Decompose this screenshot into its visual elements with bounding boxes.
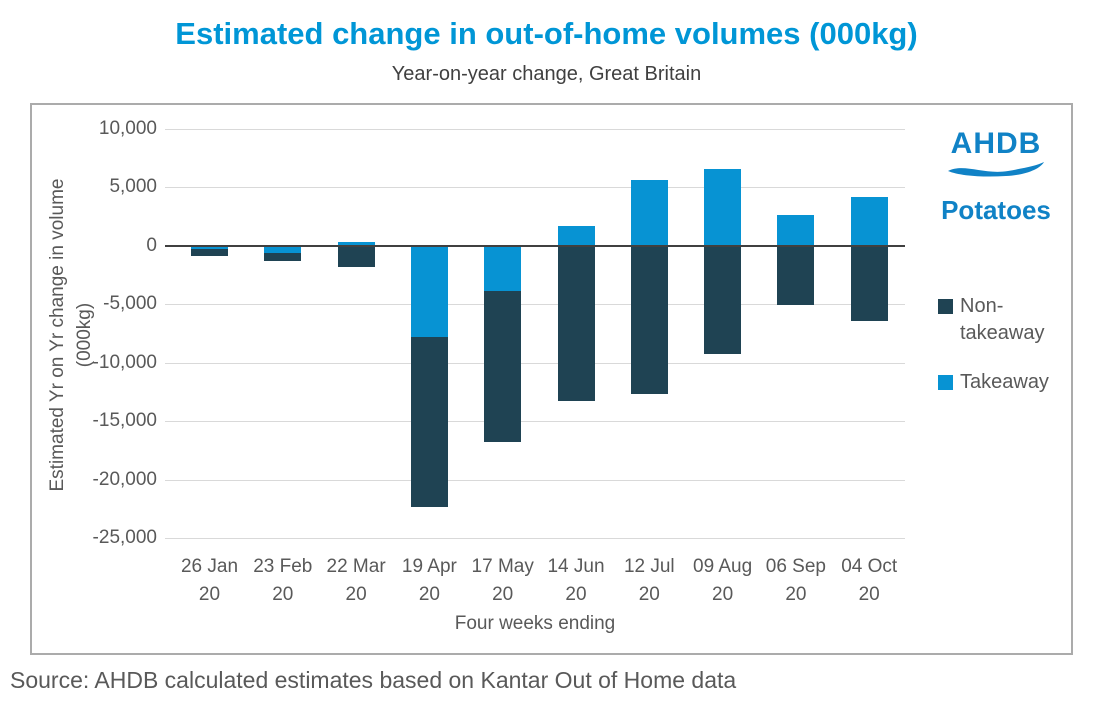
x-tick-label: 26 Jan 20 [180,556,239,605]
x-axis-title: Four weeks ending [454,613,616,634]
y-tick-label: 10,000 [98,117,157,139]
legend-swatch-takeaway-icon [938,375,953,390]
x-tick-label: 09 Aug 20 [693,556,753,605]
bar-segment-non-takeaway [557,245,595,402]
x-tick-label: 22 Mar 20 [326,556,386,605]
zero-axis-line [165,244,905,247]
bar-segment-non-takeaway [264,252,302,261]
bar-segment-non-takeaway [484,291,522,443]
gridline [165,187,905,189]
x-tick-label: 12 Jul 20 [623,556,675,605]
bar-segment-takeaway [337,242,375,246]
legend-item-non-takeaway: Non-takeaway [938,293,1070,347]
bar-segment-non-takeaway [630,245,668,395]
x-tick-label: 19 Apr 20 [401,556,457,605]
brand-block: AHDB Potatoes [930,127,1062,226]
y-tick-label: -20,000 [92,468,157,490]
gridline [165,538,905,540]
bar-segment-takeaway [484,245,522,292]
legend: Non-takeaway Takeaway [938,293,1070,396]
x-tick-label: 17 May 20 [471,556,534,605]
bar-segment-non-takeaway [191,249,228,257]
ahdb-logo-swoosh-icon [948,162,1044,177]
gridline [165,128,905,130]
bar-segment-non-takeaway [850,245,888,321]
legend-item-takeaway: Takeaway [938,369,1070,396]
y-tick-label: -15,000 [92,410,157,432]
plot-area [165,105,905,565]
chart-title: Estimated change in out-of-home volumes … [175,16,918,51]
bar-segment-takeaway [264,245,302,253]
bar-segment-non-takeaway [410,337,448,507]
x-tick-label: 23 Feb 20 [253,556,313,605]
y-tick-label: -10,000 [92,351,157,373]
y-axis-ticks: 10,000 5,000 0 -5,000 -10,000 -15,000 -20,000 -… [32,105,157,565]
bar-segment-takeaway [704,168,742,246]
chart-area: Estimated Yr on Yr change in volume (000… [30,103,1073,655]
x-tick-label: 14 Jun 20 [547,556,605,605]
y-tick-label: 5,000 [109,176,157,198]
bar-segment-non-takeaway [777,245,815,306]
chart-subtitle: Year-on-year change, Great Britain [391,63,702,85]
bar-segment-takeaway [191,245,228,250]
gridline [165,304,905,306]
legend-label-takeaway: Takeaway [960,371,1049,393]
gridline [165,421,905,423]
gridline [165,362,905,364]
gridline [165,479,905,481]
bar-segment-non-takeaway [704,245,742,355]
y-tick-label: 0 [146,234,157,256]
bar-segment-takeaway [777,215,815,246]
ahdb-logo-text: AHDB [950,127,1042,160]
x-tick-label: 04 Oct 20 [841,556,898,605]
bar-segment-takeaway [410,245,448,337]
y-tick-label: -5,000 [103,293,157,315]
logo-sector-label: Potatoes [941,195,1051,225]
legend-swatch-non-takeaway-icon [938,299,953,314]
bar-segment-non-takeaway [337,245,375,267]
source-note: Source: AHDB calculated estimates based … [10,667,737,693]
bar-segment-takeaway [850,196,888,246]
legend-label-non-takeaway: Non-takeaway [960,295,1045,344]
bar-segment-takeaway [630,180,668,246]
bar-segment-takeaway [557,225,595,246]
x-tick-label: 06 Sep 20 [765,556,826,605]
y-tick-label: -25,000 [92,527,157,549]
